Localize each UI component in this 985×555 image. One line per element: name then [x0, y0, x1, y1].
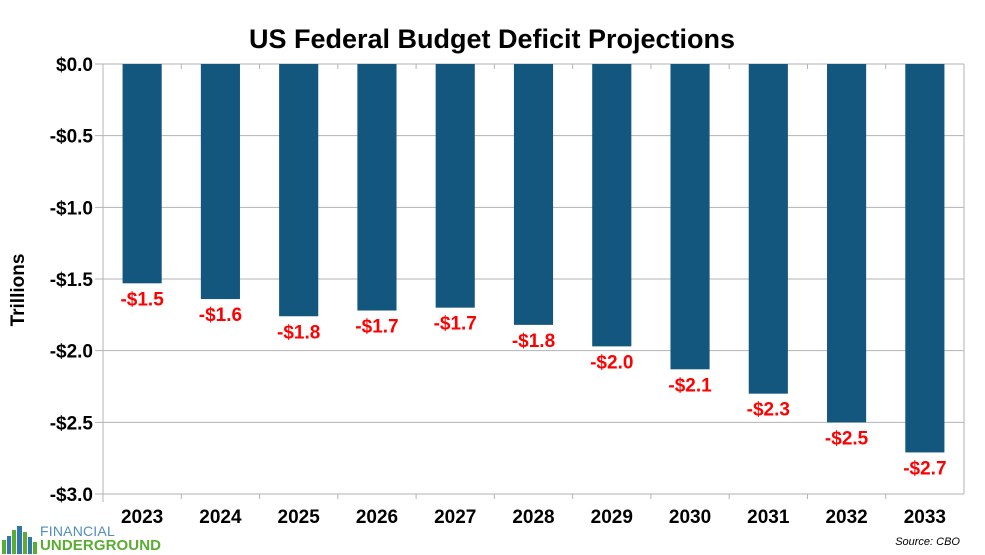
x-tick-label-2024: 2024: [199, 507, 242, 528]
x-tick-label-2023: 2023: [121, 507, 163, 528]
x-tick-label-2027: 2027: [434, 507, 476, 528]
y-tick-label: -$0.5: [50, 127, 94, 148]
data-label-2031: -$2.3: [747, 400, 790, 421]
data-label-2028: -$1.8: [512, 331, 555, 352]
data-label-2033: -$2.7: [903, 458, 946, 479]
data-labels: -$1.5 -$1.6 -$1.8 -$1.7 -$1.7 -$1.8 -$2.0 -$2.1…: [120, 289, 946, 479]
x-tick-label-2029: 2029: [591, 507, 633, 528]
bar-2030: [670, 64, 710, 370]
data-label-2026: -$1.7: [355, 317, 398, 338]
data-label-2023: -$1.5: [120, 289, 164, 310]
data-label-2029: -$2.0: [590, 352, 633, 373]
y-axis-label: Trillions: [8, 254, 29, 327]
bar-2031: [748, 64, 788, 394]
skyline-logo-icon: [2, 526, 37, 554]
bar-2027: [435, 64, 475, 308]
y-tick-label: $0.0: [56, 55, 93, 76]
y-tick-label: -$2.0: [50, 342, 93, 363]
bar-2033: [905, 64, 945, 453]
data-label-2027: -$1.7: [434, 314, 477, 335]
bar-2023: [122, 64, 162, 284]
axes: [102, 64, 965, 502]
source-note: Source: CBO: [895, 536, 960, 548]
x-tick-label-2026: 2026: [356, 507, 398, 528]
bar-2028: [513, 64, 554, 325]
x-tick-label-2030: 2030: [669, 507, 711, 528]
bar-2032: [827, 64, 867, 423]
data-label-2024: -$1.6: [199, 305, 242, 326]
x-tick-label-2028: 2028: [512, 507, 554, 528]
data-label-2025: -$1.8: [277, 322, 320, 343]
bar-2029: [592, 64, 632, 347]
x-tick-label-2025: 2025: [278, 507, 321, 528]
x-tick-label-2031: 2031: [747, 507, 790, 528]
data-label-2032: -$2.5: [825, 428, 869, 449]
financial-underground-logo: FINANCIAL UNDERGROUND: [2, 524, 162, 554]
y-tick-label: -$3.0: [50, 485, 93, 506]
bars: [122, 64, 945, 453]
bar-2024: [200, 64, 240, 300]
y-tick-label: -$1.5: [50, 270, 94, 291]
logo-text-financial: FINANCIAL: [40, 523, 115, 539]
y-axis-ticks: $0.0 -$0.5 -$1.0 -$1.5 -$2.0 -$2.5 -$3.0: [50, 55, 94, 506]
bar-2026: [357, 64, 397, 311]
x-tick-label-2032: 2032: [825, 507, 867, 528]
y-tick-label: -$2.5: [50, 413, 94, 434]
x-axis-ticks: 2023 2024 2025 2026 2027 2028 2029 2030 2031 2032…: [121, 507, 946, 528]
bar-2025: [279, 64, 319, 317]
x-tick-label-2033: 2033: [904, 507, 946, 528]
y-tick-label: -$1.0: [50, 198, 93, 219]
chart-title: US Federal Budget Deficit Projections: [249, 24, 735, 54]
logo-text-underground: UNDERGROUND: [40, 537, 162, 554]
data-label-2030: -$2.1: [668, 375, 712, 396]
